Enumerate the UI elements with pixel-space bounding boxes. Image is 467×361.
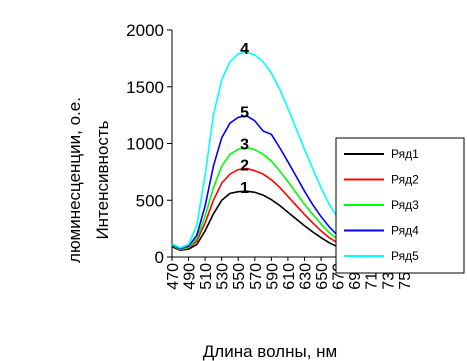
x-tick-label: 590: [264, 263, 281, 290]
y-axis-title-line2: люминесценции, о.е.: [65, 97, 84, 263]
y-axis-title: Интенсивность люминесценции, о.е.: [65, 97, 112, 263]
curve-label: 4: [240, 41, 249, 58]
curve-label: 5: [240, 105, 249, 122]
curve-label: 1: [240, 180, 249, 197]
y-tick-label: 2000: [126, 21, 164, 40]
x-tick-label: 650: [314, 263, 331, 290]
y-tick-label: 0: [155, 248, 164, 267]
x-tick-label: 570: [248, 263, 265, 290]
x-tick-label: 550: [231, 263, 248, 290]
legend-label: Ряд2: [391, 173, 419, 187]
y-axis-title-line1: Интенсивность: [93, 120, 112, 239]
x-tick-label: 470: [165, 263, 182, 290]
x-tick-label: 490: [182, 263, 199, 290]
legend-label: Ряд5: [391, 249, 419, 263]
y-tick-label: 1000: [126, 135, 164, 154]
legend-label: Ряд1: [391, 147, 419, 161]
x-tick-label: 610: [281, 263, 298, 290]
y-tick-label: 500: [136, 191, 164, 210]
legend: Ряд1 Ряд2 Ряд3 Ряд4 Ряд5: [335, 137, 465, 274]
legend-label: Ряд4: [391, 224, 419, 238]
x-axis-title: Длина волны, нм: [203, 342, 337, 361]
curve-label: 3: [240, 136, 249, 153]
curve-label: 2: [240, 157, 249, 174]
x-tick-label: 630: [297, 263, 314, 290]
x-tick-label: 530: [215, 263, 232, 290]
legend-label: Ряд3: [391, 198, 419, 212]
y-tick-label: 1500: [126, 78, 164, 97]
x-tick-label: 510: [198, 263, 215, 290]
